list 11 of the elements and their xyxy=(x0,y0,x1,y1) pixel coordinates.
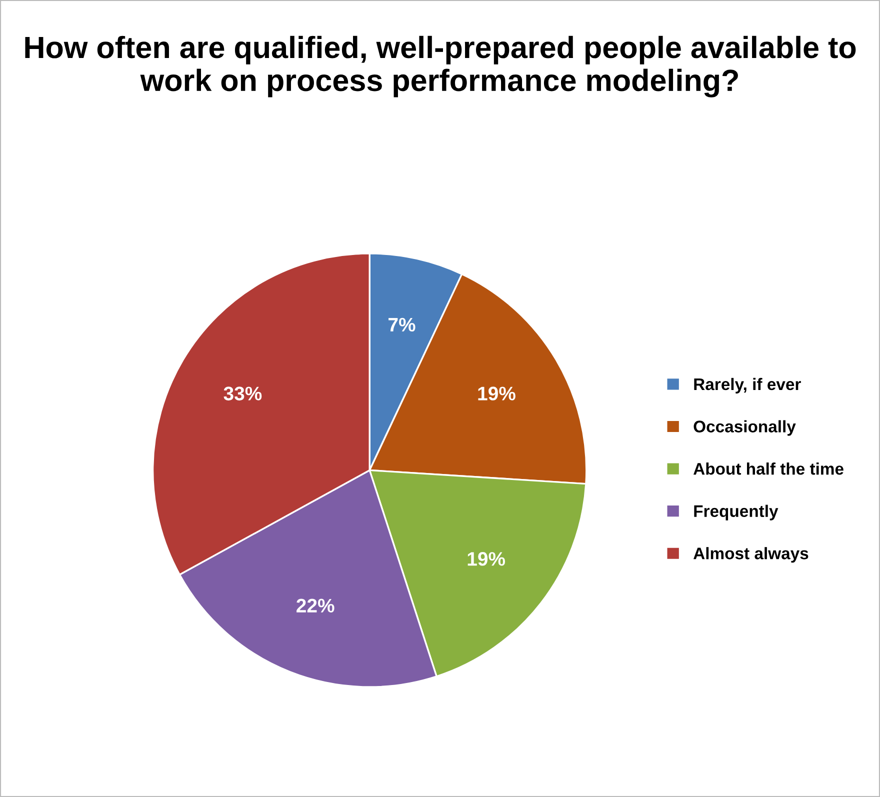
data-label: 19% xyxy=(478,386,516,400)
legend-label: Rarely, if ever xyxy=(694,378,801,394)
data-label: 22% xyxy=(296,598,334,612)
legend-label: Occasionally xyxy=(694,420,796,436)
legend-label: Frequently xyxy=(694,504,778,520)
data-label: 7% xyxy=(388,318,416,332)
data-label: 19% xyxy=(468,552,506,566)
legend-label: Almost always xyxy=(694,547,808,563)
chart-title: How often are qualified, well-prepared people available to work on process performance modeling? xyxy=(25,36,856,98)
legend-label: About half the time xyxy=(694,462,844,475)
data-label: 33% xyxy=(224,386,262,400)
